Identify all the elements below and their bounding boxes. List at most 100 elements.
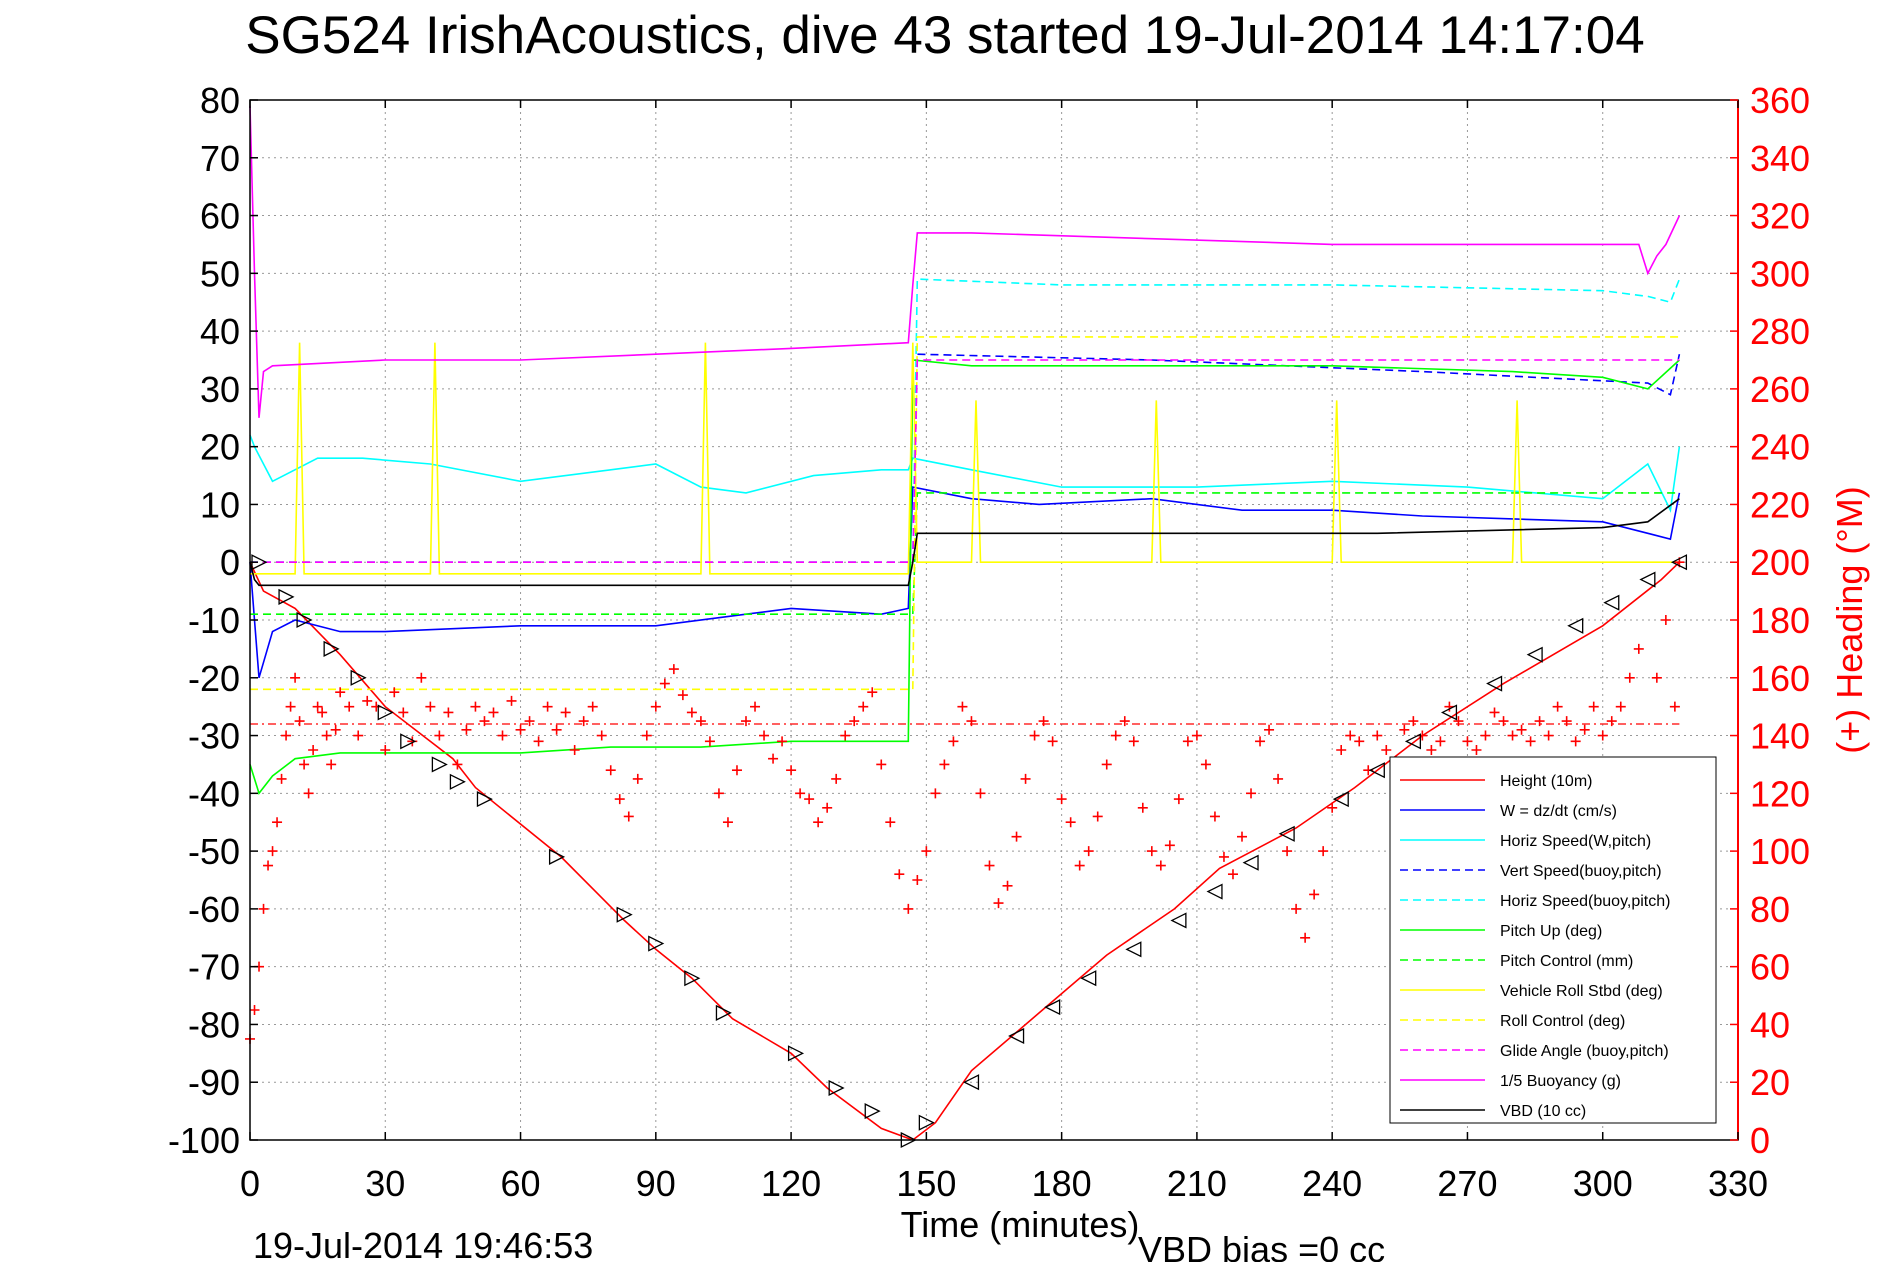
depth-marker — [828, 1079, 845, 1097]
heading-point — [1543, 730, 1554, 741]
marker-layer — [245, 554, 1688, 1149]
heading-point — [1633, 643, 1644, 654]
heading-point — [1246, 788, 1257, 799]
heading-point — [804, 794, 815, 805]
heading-point — [1579, 724, 1590, 735]
heading-point — [1471, 745, 1482, 755]
heading-point — [650, 701, 661, 712]
x-tick-label: 330 — [1708, 1163, 1768, 1204]
depth-marker — [1440, 704, 1458, 721]
y2-axis-ticks: 3603403203002802602402202001801601401201… — [1730, 80, 1810, 1161]
depth-marker — [1404, 733, 1421, 750]
heading-point — [267, 846, 278, 857]
heading-point — [1291, 903, 1302, 914]
depth-marker — [616, 906, 633, 923]
heading-point — [335, 687, 346, 698]
series-line-8 — [250, 336, 1680, 691]
y-tick-label: -40 — [188, 773, 240, 814]
legend-label: Height (10m) — [1500, 773, 1592, 790]
series-line-6 — [250, 492, 1680, 616]
y2-tick-label: 100 — [1750, 831, 1810, 872]
depth-marker — [1670, 554, 1688, 571]
heading-point — [1038, 716, 1049, 727]
heading-point — [1354, 736, 1365, 747]
heading-point — [1552, 701, 1563, 712]
y-tick-label: -20 — [188, 658, 240, 699]
y2-tick-label: 180 — [1750, 600, 1810, 641]
depth-marker — [715, 1004, 732, 1021]
y2-tick-label: 220 — [1750, 484, 1810, 525]
y2-tick-label: 240 — [1750, 427, 1810, 468]
heading-point — [1083, 846, 1094, 857]
heading-point — [1588, 701, 1599, 712]
heading-point — [822, 802, 833, 813]
heading-point — [1345, 730, 1356, 741]
legend-label: Glide Angle (buoy,pitch) — [1500, 1043, 1669, 1060]
heading-point — [1200, 759, 1211, 770]
y2-tick-label: 60 — [1750, 947, 1790, 988]
depth-marker — [400, 733, 417, 750]
heading-point — [1372, 730, 1383, 741]
heading-point — [831, 773, 842, 784]
heading-point — [1300, 932, 1311, 943]
x-tick-label: 150 — [896, 1163, 956, 1204]
heading-point — [263, 860, 274, 871]
x-tick-label: 180 — [1032, 1163, 1092, 1204]
heading-point — [1525, 736, 1536, 747]
x-tick-label: 120 — [761, 1163, 821, 1204]
heading-point — [1227, 869, 1238, 880]
heading-point — [903, 903, 914, 914]
y-tick-label: 80 — [200, 80, 240, 121]
heading-point — [614, 794, 625, 805]
heading-point — [704, 736, 715, 747]
heading-point — [461, 724, 472, 735]
heading-point — [551, 724, 562, 735]
heading-point — [1669, 701, 1680, 712]
heading-point — [686, 707, 697, 718]
heading-point — [1318, 846, 1329, 857]
series-line-5 — [249, 359, 1680, 795]
y2-tick-label: 320 — [1750, 196, 1810, 237]
depth-marker — [1368, 762, 1385, 779]
x-tick-label: 90 — [636, 1163, 676, 1204]
depth-marker — [296, 611, 313, 629]
heading-point — [380, 745, 391, 755]
heading-point — [1435, 736, 1446, 747]
x-tick-label: 210 — [1167, 1163, 1227, 1204]
heading-point — [452, 759, 463, 770]
y2-tick-label: 280 — [1750, 311, 1810, 352]
depth-marker — [548, 848, 566, 865]
y-tick-label: -60 — [188, 889, 240, 930]
heading-point — [533, 736, 544, 747]
x-axis-label: Time (minutes) — [901, 1204, 1140, 1245]
depth-marker — [1080, 970, 1097, 987]
y2-tick-label: 160 — [1750, 658, 1810, 699]
heading-point — [1462, 736, 1473, 747]
heading-point — [321, 730, 332, 741]
legend-box — [1389, 756, 1717, 1124]
y2-tick-label: 80 — [1750, 889, 1790, 930]
heading-point — [272, 817, 283, 828]
y2-tick-label: 340 — [1750, 138, 1810, 179]
heading-point — [741, 716, 751, 727]
depth-marker — [350, 669, 367, 686]
y-tick-label: 70 — [200, 138, 240, 179]
heading-point — [389, 687, 400, 698]
heading-point — [1209, 811, 1220, 822]
heading-point — [1273, 773, 1284, 784]
heading-point — [317, 707, 328, 718]
heading-point — [281, 730, 292, 741]
heading-point — [330, 724, 341, 735]
heading-point — [668, 664, 679, 675]
heading-point — [249, 1005, 260, 1015]
heading-point — [1381, 745, 1392, 755]
heading-point — [1011, 831, 1022, 842]
x-tick-label: 270 — [1437, 1163, 1497, 1204]
y-tick-label: 0 — [220, 542, 240, 583]
heading-point — [659, 678, 670, 689]
heading-point — [497, 730, 508, 741]
x-axis-ticks: 0 30 60 90 120 150 180 210 240 270 300 330 — [240, 100, 1768, 1204]
heading-point — [759, 730, 770, 741]
depth-marker — [1526, 646, 1543, 663]
heading-point — [1002, 880, 1013, 891]
